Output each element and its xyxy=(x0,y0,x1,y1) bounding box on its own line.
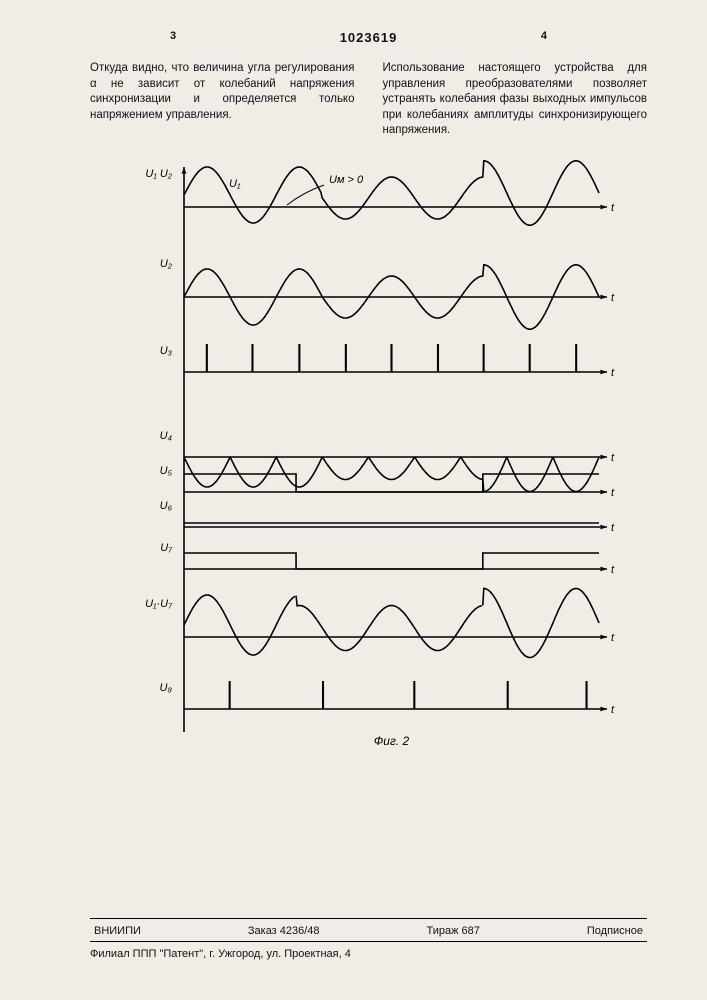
svg-text:t: t xyxy=(611,292,615,304)
svg-text:U₈: U₈ xyxy=(159,682,172,694)
svg-text:t: t xyxy=(611,564,615,576)
page: 3 1023619 4 Откуда видно, что величина у… xyxy=(0,0,707,1000)
svg-text:U₇: U₇ xyxy=(160,542,173,554)
text-columns: Откуда видно, что величина угла регулиро… xyxy=(90,61,647,139)
footer-order: Заказ 4236/48 xyxy=(248,925,320,937)
figure-2: t U₁ U₂ U₁ t U₂ t U₃ t U₄ t U₅ t U₆ t U₇ t U₁·U₇ t U₈ Uм > … xyxy=(90,157,647,747)
svg-text:U₁ U₂: U₁ U₂ xyxy=(145,168,172,180)
left-column-text: Откуда видно, что величина угла регулиро… xyxy=(90,61,355,139)
footer-subscribe: Подписное xyxy=(587,925,643,937)
svg-text:U₅: U₅ xyxy=(159,465,172,477)
svg-text:t: t xyxy=(611,704,615,716)
footer-address: Филиал ППП "Патент", г. Ужгород, ул. Про… xyxy=(90,948,647,960)
page-number-left: 3 xyxy=(170,30,176,42)
footer-tirazh: Тираж 687 xyxy=(427,925,480,937)
svg-text:U₆: U₆ xyxy=(159,500,172,512)
svg-text:t: t xyxy=(611,487,615,499)
svg-text:Uм > 0: Uм > 0 xyxy=(329,174,364,186)
timing-diagram-svg: t U₁ U₂ U₁ t U₂ t U₃ t U₄ t U₅ t U₆ t U₇ t U₁·U₇ t U₈ Uм > … xyxy=(119,157,619,747)
svg-text:U₁: U₁ xyxy=(229,178,241,190)
svg-text:t: t xyxy=(611,632,615,644)
page-number-right: 4 xyxy=(541,30,547,42)
svg-text:U₃: U₃ xyxy=(159,345,172,357)
svg-text:t: t xyxy=(611,522,615,534)
right-column-text: Использование настоящего устройства для … xyxy=(383,61,648,139)
footer: ВНИИПИ Заказ 4236/48 Тираж 687 Подписное… xyxy=(90,914,647,960)
svg-text:t: t xyxy=(611,202,615,214)
svg-text:t: t xyxy=(611,367,615,379)
svg-text:Фиг. 2: Фиг. 2 xyxy=(373,734,409,747)
svg-text:U₂: U₂ xyxy=(159,258,172,270)
svg-text:U₁·U₇: U₁·U₇ xyxy=(145,598,173,610)
svg-text:U₄: U₄ xyxy=(159,430,171,442)
footer-org: ВНИИПИ xyxy=(94,925,141,937)
svg-text:t: t xyxy=(611,452,615,464)
